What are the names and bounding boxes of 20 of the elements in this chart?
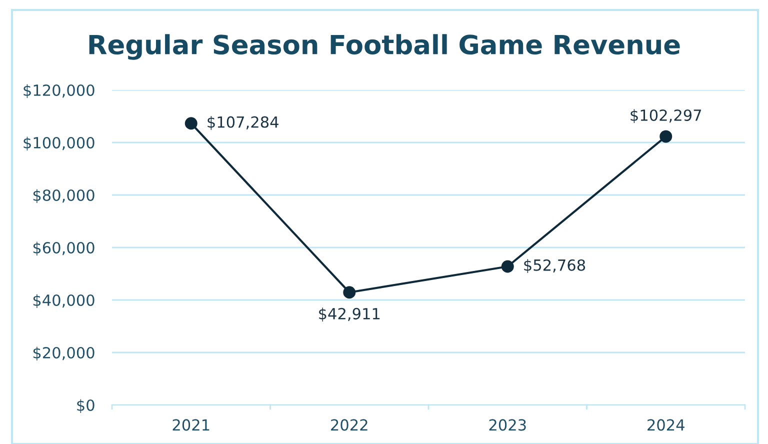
data-label: $52,768 — [524, 259, 586, 273]
x-tick-label: 2024 — [648, 419, 684, 431]
y-tick-label: $120,000 — [24, 84, 94, 98]
y-tick-label: $80,000 — [33, 189, 94, 204]
point — [660, 130, 672, 143]
x-tick-label: 2021 — [172, 419, 210, 431]
y-tick-label: $0 — [77, 399, 94, 414]
point — [343, 286, 356, 299]
y-tick-label: $60,000 — [33, 242, 94, 256]
x-tick-label: 2023 — [489, 419, 526, 431]
chart-title: Regular Season Football Game Revenue — [89, 34, 680, 60]
data-label: $102,297 — [630, 109, 702, 124]
data-label: $42,911 — [319, 308, 380, 322]
x-tick-label: 2022 — [331, 419, 368, 431]
data-label: $107,284 — [208, 116, 278, 130]
y-tick-label: $100,000 — [24, 136, 94, 151]
y-tick-label: $20,000 — [33, 346, 94, 361]
point — [184, 117, 198, 130]
point — [501, 260, 514, 273]
y-tick-label: $40,000 — [33, 294, 94, 308]
